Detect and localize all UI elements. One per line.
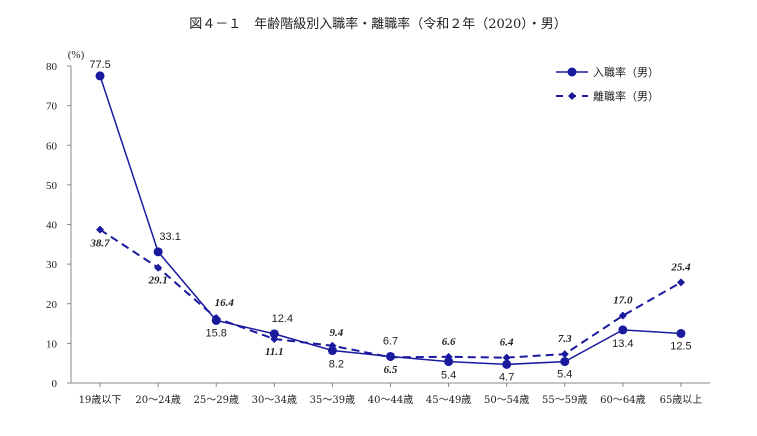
y-tick-label: 30 (46, 259, 58, 271)
separation-rate-value-label: 7.3 (558, 333, 572, 345)
diamond-marker (154, 263, 163, 272)
circle-marker (269, 329, 279, 339)
legend-hiring-label: 入職率（男） (593, 65, 659, 79)
y-tick-label: 40 (46, 220, 58, 232)
separation-rate-value-label: 25.4 (670, 261, 691, 273)
diamond-marker (96, 225, 105, 234)
x-category-label: 25～29歳 (194, 394, 239, 406)
circle-marker (153, 247, 163, 257)
diamond-marker (676, 278, 685, 287)
y-axis-unit: (%) (68, 49, 85, 61)
hiring-rate-value-label: 15.8 (206, 327, 227, 339)
separation-rate-value-label: 6.4 (500, 337, 514, 349)
separation-rate-value-label: 38.7 (89, 238, 110, 250)
x-category-label: 50～54歳 (484, 394, 529, 406)
hiring-rate-value-label: 33.1 (159, 231, 180, 243)
x-category-label: 45～49歳 (426, 394, 471, 406)
x-category-label: 40～44歳 (368, 394, 413, 406)
x-category-label: 65歳以上 (660, 394, 703, 406)
legend-separation-marker (568, 92, 576, 100)
chart-title: 図４－１ 年齢階級別入職率・離職率（令和２年（2020）・男） (189, 16, 567, 32)
x-category-label: 60～64歳 (600, 394, 645, 406)
hiring-rate-line (99, 75, 682, 366)
y-tick-label: 0 (52, 378, 58, 390)
hiring-rate-value-label: 5.4 (557, 369, 572, 381)
hiring-rate-value-label: 12.4 (272, 313, 293, 325)
hiring-rate-value-label: 8.2 (329, 359, 344, 371)
legend-hiring-marker (567, 67, 577, 77)
legend-separation-label: 離職率（男） (593, 89, 659, 103)
hiring-rate-value-label: 77.5 (89, 59, 110, 71)
circle-marker (211, 315, 221, 325)
circle-marker (560, 357, 570, 367)
circle-marker (95, 71, 105, 81)
separation-rate-value-label: 29.1 (148, 275, 168, 287)
hiring-rate-value-label: 4.7 (499, 371, 514, 383)
y-axis-ticks: 0 10 20 30 40 50 60 70 80 (46, 61, 71, 390)
hiring-rate-value-label: 6.7 (383, 335, 398, 347)
data-labels: 77.5 33.1 15.8 12.4 8.2 6.7 5.4 4.7 5.4 13.4 12.5 3… (89, 59, 691, 383)
circle-marker (444, 357, 454, 367)
x-category-label: 19歳以下 (79, 394, 122, 406)
y-tick-label: 80 (46, 61, 58, 73)
x-category-label: 20～24歳 (135, 394, 180, 406)
series-lines (95, 71, 686, 369)
circle-marker (618, 325, 628, 335)
separation-rate-value-label: 6.6 (442, 336, 456, 348)
separation-rate-value-label: 9.4 (330, 327, 344, 339)
legend: 入職率（男） 離職率（男） (556, 65, 659, 103)
x-category-label: 30～34歳 (252, 394, 297, 406)
hiring-rate-value-label: 12.5 (670, 340, 691, 352)
y-tick-label: 10 (46, 338, 58, 350)
separation-rate-value-label: 17.0 (613, 295, 633, 307)
y-tick-label: 70 (46, 101, 58, 113)
circle-marker (676, 328, 686, 338)
circle-marker (327, 346, 337, 356)
x-category-label: 55～59歳 (542, 394, 587, 406)
circle-marker (386, 351, 395, 361)
y-tick-label: 50 (46, 180, 58, 192)
y-tick-label: 20 (46, 299, 58, 311)
separation-rate-value-label: 11.1 (265, 346, 284, 358)
hiring-rate-value-label: 5.4 (441, 370, 456, 382)
diamond-marker (560, 350, 569, 359)
x-axis-categories: 19歳以下 20～24歳 25～29歳 30～34歳 35～39歳 40～44歳 45～49… (79, 383, 703, 406)
separation-rate-value-label: 16.4 (215, 297, 235, 309)
hiring-rate-value-label: 13.4 (612, 338, 633, 350)
separation-rate-value-label: 6.5 (384, 364, 398, 376)
diamond-marker (618, 311, 627, 320)
x-category-label: 35～39歳 (310, 394, 355, 406)
circle-marker (502, 359, 512, 369)
y-tick-label: 60 (46, 140, 58, 152)
diamond-marker (502, 353, 511, 362)
